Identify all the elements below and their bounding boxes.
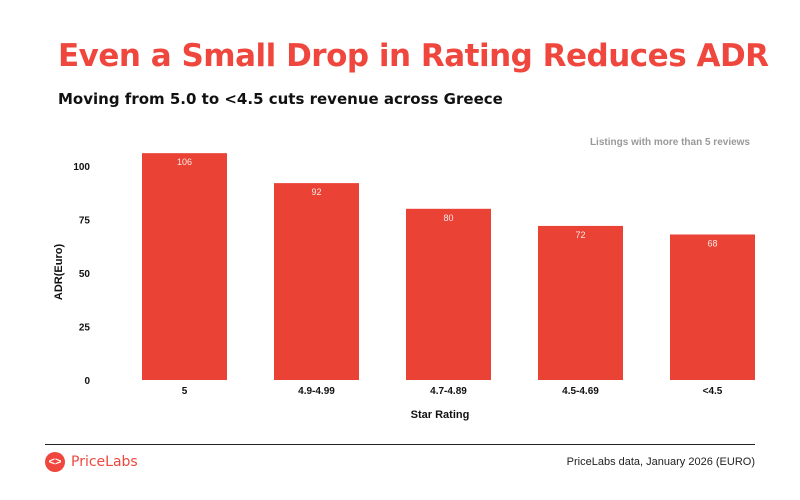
- bar-data-label: 80: [443, 213, 453, 223]
- x-tick-label: 4.9-4.99: [298, 386, 335, 397]
- x-tick-label: 4.5-4.69: [562, 386, 599, 397]
- pricelabs-logo: <> PriceLabs: [45, 452, 138, 472]
- bar-data-label: 106: [177, 157, 192, 167]
- y-tick-label: 75: [79, 216, 91, 227]
- x-axis-label: Star Rating: [411, 409, 470, 421]
- bar: [406, 208, 491, 380]
- y-tick-label: 100: [73, 162, 90, 173]
- y-tick-label: 0: [84, 376, 90, 387]
- chart-annotation: Listings with more than 5 reviews: [590, 137, 750, 148]
- x-tick-label: 5: [182, 386, 188, 397]
- bar-data-label: 92: [311, 187, 321, 197]
- chart-title: Even a Small Drop in Rating Reduces ADR: [58, 38, 769, 74]
- footer-divider: [45, 444, 755, 445]
- x-tick-label: 4.7-4.89: [430, 386, 467, 397]
- chart-subtitle: Moving from 5.0 to <4.5 cuts revenue acr…: [58, 90, 503, 108]
- y-tick-label: 25: [79, 323, 91, 334]
- bar: [274, 183, 359, 380]
- y-tick-label: 50: [79, 269, 91, 280]
- bar-data-label: 68: [707, 238, 717, 248]
- bar-data-label: 72: [575, 230, 585, 240]
- bar-chart: Listings with more than 5 reviews Star R…: [53, 137, 755, 421]
- y-axis-label: ADR(Euro): [53, 244, 65, 301]
- bar: [538, 225, 623, 380]
- code-brackets-icon: <>: [45, 452, 65, 472]
- data-source: PriceLabs data, January 2026 (EURO): [566, 456, 755, 468]
- bar: [142, 153, 227, 380]
- brand-name: PriceLabs: [71, 454, 138, 470]
- x-tick-label: <4.5: [703, 386, 723, 397]
- bar: [670, 234, 755, 380]
